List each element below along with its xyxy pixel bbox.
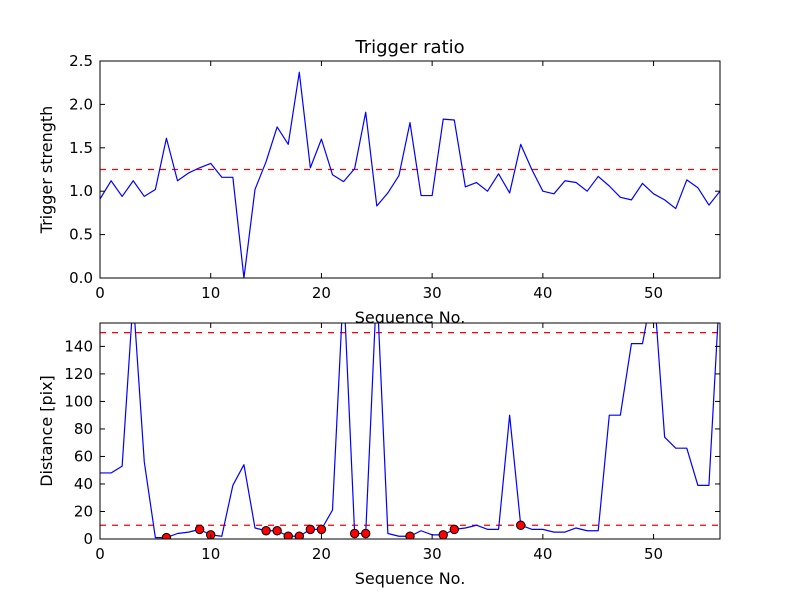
plot-bottom-xtick-label-0: 0	[95, 545, 105, 563]
plot-bottom-ytick-label-7: 140	[64, 337, 93, 355]
plot-bottom-marker-10	[361, 528, 371, 539]
plot-bottom-ytick-label-1: 20	[74, 502, 93, 520]
plot-top-ytick-label-0: 0.0	[69, 269, 93, 287]
plot-bottom-ytick-label-5: 100	[64, 392, 93, 410]
plot-bottom-data-layer	[100, 323, 720, 539]
plot-bottom-marker-13	[449, 524, 459, 535]
plot-bottom-marker-9	[349, 528, 360, 539]
plot-bottom-xtick-label-2: 20	[312, 545, 331, 563]
plot-top-title: Trigger ratio	[354, 37, 464, 58]
plot-bottom-marker-7	[305, 524, 316, 535]
plot-bottom-marker-0	[161, 532, 172, 539]
plot-bottom-xtick-label-4: 40	[533, 545, 552, 563]
plot-top-series-line-0	[100, 71, 720, 278]
plot-top-xtick-label-1: 10	[201, 284, 220, 302]
plot-top-ytick-label-4: 2.0	[69, 95, 93, 113]
plot-bottom-marker-4	[272, 526, 282, 536]
plot-bottom-ytick-label-4: 80	[74, 420, 93, 438]
plot-bottom-ytick-label-0: 0	[83, 530, 93, 548]
plot-top-xtick-label-2: 20	[312, 284, 331, 302]
plot-bottom-x-axis-label: Sequence No.	[355, 569, 466, 588]
plot-bottom-xtick-label-1: 10	[201, 545, 220, 563]
plot-bottom-marker-5	[283, 531, 293, 539]
plot-top-ytick-label-5: 2.5	[69, 52, 93, 70]
plot-top-ytick-label-2: 1.0	[69, 182, 93, 200]
plot-bottom-y-axis-label: Distance [pix]	[37, 375, 56, 487]
plot-bottom-ytick-label-6: 120	[64, 365, 93, 383]
plot-top-ytick-label-1: 0.5	[69, 226, 93, 244]
plot-top-xtick-label-3: 30	[423, 284, 442, 302]
plot-top-data-layer	[100, 71, 720, 278]
plot-top-xtick-label-5: 50	[644, 284, 663, 302]
plot-bottom-marker-6	[294, 531, 304, 539]
plot-bottom-area	[100, 323, 720, 539]
plot-top-xtick-label-4: 40	[533, 284, 552, 302]
plot-bottom-marker-3	[261, 526, 271, 536]
plot-top-xtick-label-0: 0	[95, 284, 105, 302]
plot-bottom-marker-11	[405, 531, 415, 539]
plot-bottom-xtick-label-5: 50	[644, 545, 663, 563]
plot-bottom-marker-8	[316, 524, 327, 535]
plot-bottom-marker-14	[516, 520, 526, 530]
plot-bottom-xtick-label-3: 30	[423, 545, 442, 563]
plot-bottom-ytick-label-2: 40	[74, 475, 93, 493]
plot-bottom-frame	[99, 322, 721, 540]
plot-top-y-axis-label: Trigger strength	[37, 106, 56, 235]
plot-bottom: 0 10 20 30 40 50 0 20 40 60 80 100 120 140 Sequence No…	[37, 322, 721, 588]
plot-bottom-marker-12	[438, 530, 448, 539]
plot-top: 0 10 20 30 40 50 0.0 0.5 1.0 1.5 2.0 2.5 Sequence No…	[37, 37, 721, 327]
plot-top-x-axis-label: Sequence No.	[355, 308, 466, 327]
plot-top-frame	[99, 60, 721, 279]
plot-top-ytick-label-3: 1.5	[69, 139, 93, 157]
plot-top-area	[100, 61, 720, 278]
plot-bottom-marker-1	[194, 524, 205, 535]
plot-bottom-ytick-label-3: 60	[74, 447, 93, 465]
